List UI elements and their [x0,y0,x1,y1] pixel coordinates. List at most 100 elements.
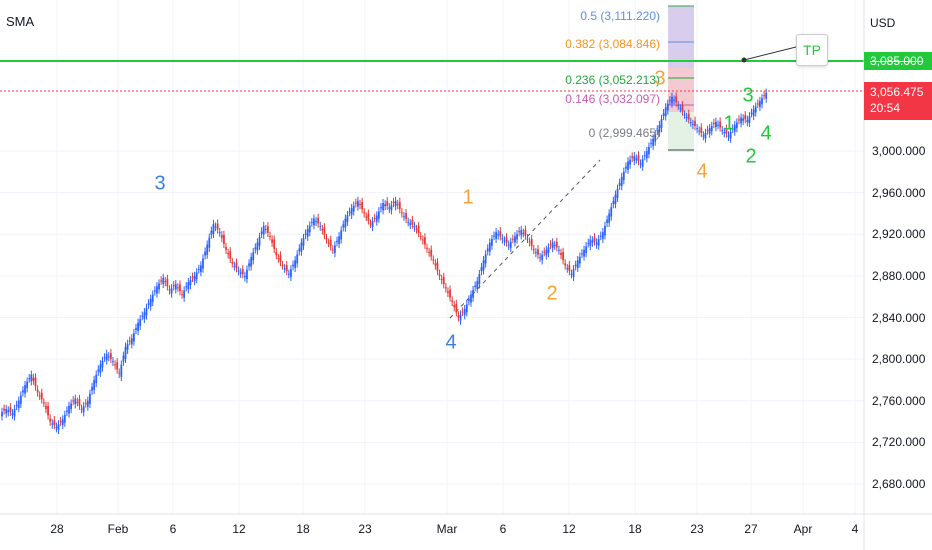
candle-body [166,278,169,287]
candle-body [415,229,418,231]
candle-body [700,127,703,133]
wave-label-blue-4: 4 [445,331,457,354]
candle-body [537,249,539,255]
candle-body [721,130,724,132]
currency-label[interactable]: USD [870,16,896,30]
candle-body [302,238,305,246]
tp-callout-line [743,45,801,61]
candle-body [13,409,16,417]
candle-body [436,262,439,271]
candle-body [472,290,474,298]
candle-body [685,117,688,119]
x-tick-label: 18 [628,522,642,536]
candle-body [459,314,462,321]
candle-body [516,234,518,240]
y-tick-label: 2,960.000 [872,185,926,200]
candle-body [61,419,64,426]
candle-body [702,135,705,137]
candle-body [162,277,165,284]
candle-body [40,392,43,400]
candle-body [212,223,215,234]
wave-label-green-3: 3 [742,84,754,107]
x-tick-label: 4 [851,522,859,536]
candle-body [476,281,479,289]
candle-body [382,203,384,211]
candle-body [750,112,753,114]
candle-body [273,239,276,249]
candle-body [202,258,204,269]
tp-badge[interactable]: TP [796,34,828,66]
candle-body [756,103,759,105]
candle-body [497,234,500,236]
fib-label-0236: 0.236 (3,052.213) [565,73,660,87]
candle-body [545,249,548,256]
x-tick-label: 23 [358,522,372,536]
candle-body [478,274,481,285]
candle-body [74,398,77,405]
candle-body [122,355,125,362]
candle-body [218,232,221,234]
candle-body [32,377,35,381]
candle-body [53,420,56,426]
candle-body [139,319,142,326]
y-tick-label: 2,840.000 [872,310,926,325]
candle-body [683,114,686,116]
candle-body [199,265,202,273]
y-tick-label: 3,000.000 [872,144,926,158]
candle-body [306,229,309,237]
candle-body [103,357,106,359]
candle-body [141,315,144,317]
wave-label-orange-4: 4 [696,160,708,183]
candle-body [323,227,326,235]
candle-body [250,257,253,267]
candle-body [503,240,506,242]
candle-body [135,327,137,330]
candle-body [153,290,156,292]
fib-label-0: 0 (2,999.465) [588,126,660,140]
y-tick-label: 2,720.000 [872,435,926,450]
candle-body [321,229,324,231]
candle-body [287,273,290,275]
candle-body [428,251,431,253]
candle-body [407,221,410,223]
candle-body [656,129,659,131]
candle-body [417,226,420,233]
candle-body [348,211,351,213]
fib-label-0146: 0.146 (3,032.097) [565,92,660,106]
candle-body [706,129,709,131]
candle-body [715,121,717,128]
candle-body [59,421,62,423]
candle-body [520,230,523,236]
candle-body [130,338,133,345]
candle-body [528,241,531,243]
wave-label-orange-1: 1 [462,186,474,209]
candle-body [68,405,70,414]
candle-body [183,290,186,298]
candle-body [189,280,192,286]
candle-body [461,311,464,313]
candle-body [432,259,435,261]
last-price-tag: 3,056.475 20:54 [864,82,932,120]
x-tick-label: Feb [107,522,129,536]
candle-body [91,386,93,391]
candle-body [147,303,150,305]
candle-body [562,251,565,261]
candle-body [95,374,98,384]
candle-body [105,353,108,361]
candle-body [627,161,629,170]
wave-label-green-1: 1 [723,112,735,135]
candle-body [285,265,288,272]
indicator-label[interactable]: SMA [6,14,35,29]
candle-body [474,285,477,287]
candle-body [470,294,472,303]
candle-body [172,285,175,287]
candle-body [704,132,707,139]
candle-body [1,411,3,417]
candle-body [235,262,238,269]
candle-body [338,236,340,244]
candle-body [350,208,353,215]
candle-body [116,362,119,370]
candle-body [210,230,213,235]
x-tick-label: 23 [690,522,704,536]
